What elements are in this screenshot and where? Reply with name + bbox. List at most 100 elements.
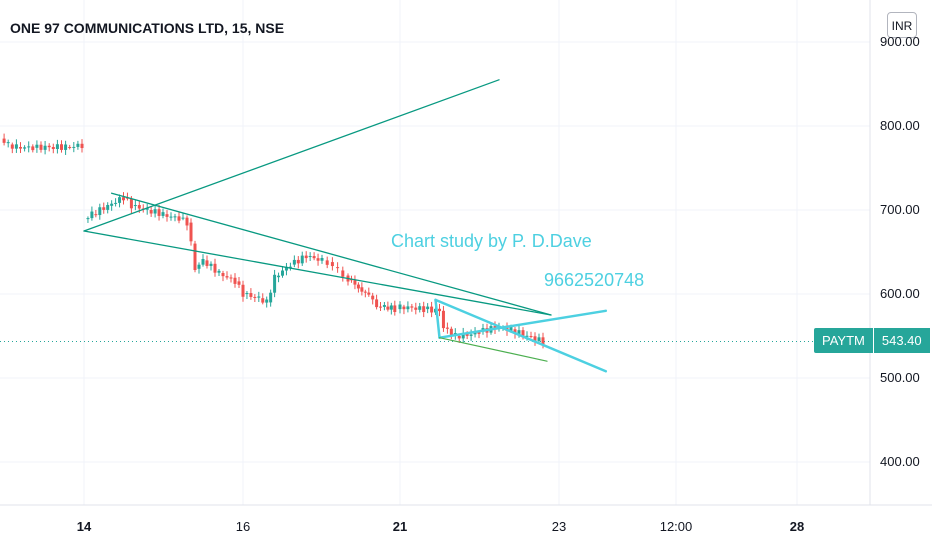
- candle-body: [80, 143, 84, 149]
- candle-body: [477, 332, 481, 334]
- candle-body: [426, 306, 430, 310]
- candle-body: [277, 275, 281, 278]
- candle-body: [169, 216, 173, 218]
- candle-body: [217, 270, 221, 273]
- candle-body: [197, 264, 201, 269]
- candle-body: [296, 259, 300, 264]
- candle-body: [382, 305, 386, 307]
- candle-body: [379, 306, 382, 308]
- candle-body: [356, 284, 360, 289]
- candle-body: [265, 299, 269, 303]
- candle-body: [273, 274, 277, 293]
- candle-body: [185, 217, 189, 226]
- candle-body: [449, 328, 453, 336]
- candle-body: [129, 198, 133, 209]
- candle-body: [205, 260, 209, 266]
- candle-body: [445, 327, 449, 329]
- candle-body: [55, 144, 59, 150]
- pattern-top-line: [434, 298, 608, 373]
- candle-body: [308, 256, 312, 258]
- candle-body: [165, 214, 169, 217]
- candle-body: [23, 147, 27, 149]
- candle-body: [209, 263, 213, 266]
- candle-body: [438, 308, 441, 312]
- candle-body: [241, 284, 245, 297]
- candle-body: [312, 256, 316, 259]
- x-tick-label: 28: [789, 519, 805, 534]
- y-tick-label: 600.00: [880, 286, 920, 301]
- y-tick-label: 500.00: [880, 370, 920, 385]
- candle-body: [27, 146, 31, 148]
- candle-body: [473, 332, 477, 335]
- candle-body: [51, 147, 55, 150]
- candle-body: [304, 255, 308, 259]
- candle-body: [72, 146, 76, 148]
- candle-body: [39, 144, 43, 150]
- candle-body: [402, 306, 406, 310]
- y-tick-label: 800.00: [880, 118, 920, 133]
- candle-body: [76, 143, 80, 147]
- candle-body: [181, 217, 185, 219]
- candle-body: [173, 216, 177, 218]
- candle-body: [221, 273, 225, 277]
- candle-body: [457, 336, 461, 339]
- candle-body: [14, 144, 18, 149]
- candle-body: [31, 146, 35, 151]
- candle-body: [353, 280, 357, 285]
- phone-annotation: 9662520748: [544, 270, 645, 290]
- candle-body: [90, 211, 94, 219]
- candle-body: [509, 326, 513, 331]
- candle-body: [320, 258, 324, 261]
- candle-body: [422, 306, 426, 313]
- candle-body: [161, 212, 165, 216]
- candle-body: [281, 270, 284, 276]
- symbol-label: PAYTM: [814, 328, 873, 353]
- candle-body: [521, 330, 525, 336]
- rising-line-line: [83, 79, 500, 232]
- candle-body: [237, 281, 241, 285]
- candle-body: [461, 332, 465, 339]
- candle-body: [102, 207, 106, 210]
- candle-body: [245, 293, 249, 295]
- candle-body: [533, 336, 537, 341]
- candle-body: [157, 209, 161, 216]
- chart-title: ONE 97 COMMUNICATIONS LTD, 15, NSE: [10, 20, 285, 36]
- candle-body: [153, 209, 157, 214]
- candle-body: [118, 197, 122, 203]
- candle-body: [375, 299, 379, 308]
- candle-body: [367, 292, 371, 295]
- candle-body: [541, 337, 545, 345]
- candle-body: [325, 260, 329, 265]
- candle-body: [201, 259, 205, 265]
- candle-body: [213, 263, 217, 273]
- x-tick-label: 14: [76, 519, 92, 534]
- candle-body: [292, 259, 296, 265]
- candle-body: [261, 298, 265, 303]
- candle-body: [145, 208, 149, 210]
- candle-body: [86, 218, 90, 220]
- candle-body: [114, 202, 118, 204]
- candle-body: [414, 307, 418, 310]
- candle-body: [35, 144, 39, 148]
- candle-body: [133, 205, 137, 207]
- author-annotation: Chart study by P. D.Dave: [391, 231, 592, 251]
- candle-body: [43, 145, 47, 150]
- candle-body: [316, 258, 320, 261]
- currency-button[interactable]: INR: [887, 12, 917, 38]
- lower-support-line: [438, 337, 548, 362]
- candle-body: [386, 306, 390, 310]
- candle-body: [47, 145, 51, 148]
- wedge-lower-line: [83, 230, 552, 316]
- y-tick-label: 400.00: [880, 454, 920, 469]
- candle-body: [257, 296, 261, 298]
- candle-body: [336, 267, 340, 269]
- x-tick-label: 16: [235, 519, 251, 534]
- last-price-tag: PAYTM 543.40: [814, 328, 930, 353]
- candle-body: [229, 277, 233, 279]
- candle-body: [6, 142, 10, 144]
- candle-body: [469, 334, 473, 336]
- candle-body: [106, 204, 110, 210]
- candle-body: [406, 306, 410, 310]
- wedge-upper-line: [111, 192, 552, 316]
